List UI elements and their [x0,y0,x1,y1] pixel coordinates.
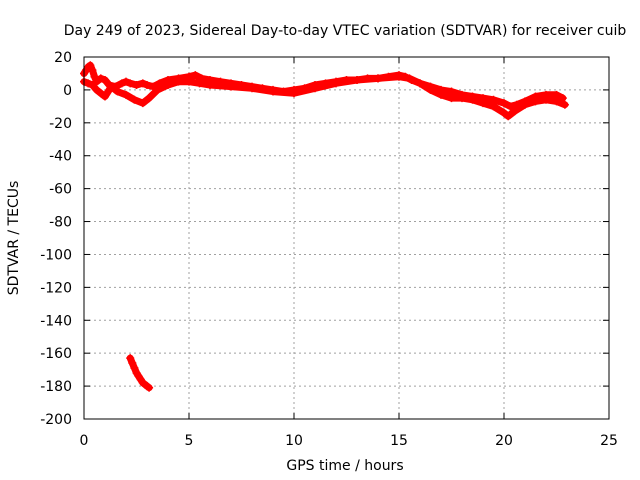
y-tick-label: -120 [40,280,72,296]
x-tick-labels: 0 5 10 15 20 25 [80,433,618,449]
data-point [506,102,515,111]
data-point [88,80,97,89]
x-tick-label: 25 [600,433,618,449]
data-point [248,84,256,93]
y-tick-label: -180 [40,379,72,395]
data-point [101,92,109,101]
data-point [195,79,204,88]
data-point [560,100,569,109]
data-point [117,79,126,88]
data-points [80,61,569,392]
data-point [374,74,382,83]
data-point [164,80,172,89]
data-point [447,94,456,103]
series-outlier-segment [126,354,154,392]
data-point [96,74,105,83]
x-tick-label: 0 [80,433,89,449]
y-tick-label: -160 [40,346,72,362]
grid-lines [84,57,609,419]
data-point [92,85,101,94]
data-point [552,97,561,106]
data-point [132,80,141,89]
data-point [143,80,151,89]
plot-frame [83,56,610,420]
data-point [531,97,540,106]
data-point [122,90,130,99]
data-point [107,82,116,91]
data-point [145,383,154,392]
y-axis-title: SDTVAR / TECUs [6,181,22,296]
data-point [269,87,277,96]
y-tick-label: -40 [49,149,72,165]
x-tick-label: 15 [390,433,408,449]
y-tick-label: -60 [49,182,72,198]
data-point [458,94,466,103]
y-tick-label: -100 [40,247,72,263]
data-point [101,76,109,85]
x-tick-label: 10 [285,433,303,449]
data-point [126,79,135,88]
x-tick-label: 5 [185,433,194,449]
data-point [353,76,361,85]
x-axis-title: GPS time / hours [286,458,403,474]
y-tick-label: -20 [49,116,72,132]
data-point [500,99,508,108]
data-point [138,79,147,88]
data-point [479,99,487,108]
data-point [128,359,137,368]
series-lower-band [80,72,569,121]
data-point [206,80,214,89]
data-point [130,363,139,372]
data-point [84,79,93,88]
chart-title: Day 249 of 2023, Sidereal Day-to-day VTE… [64,23,627,39]
data-point [416,79,424,88]
data-point [126,354,135,363]
data-point [145,94,154,103]
data-point [130,95,139,104]
data-point [113,87,122,96]
data-point [489,102,498,111]
data-point [521,100,529,109]
data-point [96,89,105,98]
y-tick-labels: 20 0 -20 -40 -60 -80 -100 -120 -140 -160 -180 -200 [40,50,72,428]
data-point [227,82,235,91]
data-point [500,108,508,117]
data-point [504,112,513,121]
data-point [185,77,193,86]
data-point [395,72,403,81]
y-tick-label: 20 [54,50,72,66]
y-tick-label: 0 [63,83,72,99]
data-point [122,77,130,86]
y-tick-label: -200 [40,412,72,428]
x-tick-label: 20 [495,433,513,449]
data-point [88,66,97,75]
data-point [92,77,101,86]
data-point [153,85,162,94]
y-tick-label: -80 [49,215,72,231]
data-point [468,95,477,104]
series-line [126,354,153,392]
data-point [437,90,445,99]
data-point [311,84,319,93]
data-point [542,95,550,104]
data-point [290,89,298,98]
data-point [332,79,340,88]
axis-ticks [83,56,610,420]
data-point [510,107,519,116]
data-point [138,99,147,108]
y-tick-label: -140 [40,313,72,329]
data-point [191,71,200,80]
data-point [426,85,435,94]
data-point [90,72,99,81]
data-point [86,61,95,70]
data-point [405,74,414,83]
data-point [174,77,183,86]
